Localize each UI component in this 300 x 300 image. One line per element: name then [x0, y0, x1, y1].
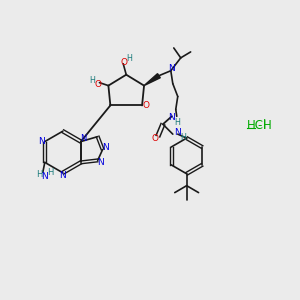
Text: N: N	[168, 64, 175, 73]
Text: H: H	[174, 118, 180, 127]
Text: O: O	[95, 80, 102, 89]
Text: H: H	[48, 168, 54, 177]
Text: N: N	[97, 158, 104, 167]
Text: N: N	[59, 171, 66, 180]
Text: HCl: HCl	[247, 119, 268, 132]
Text: O: O	[121, 58, 128, 67]
Text: N: N	[41, 172, 48, 181]
Text: H: H	[90, 76, 95, 85]
Text: O: O	[142, 101, 149, 110]
Text: H: H	[36, 170, 42, 179]
Text: H: H	[126, 54, 132, 63]
Text: N: N	[80, 134, 86, 143]
Text: H: H	[181, 133, 187, 142]
Polygon shape	[144, 74, 160, 86]
Text: -: -	[257, 119, 261, 132]
Text: O: O	[152, 134, 158, 142]
Text: N: N	[102, 143, 109, 152]
Text: N: N	[38, 137, 45, 146]
Text: H: H	[263, 119, 272, 132]
Text: N: N	[174, 128, 181, 137]
Text: N: N	[168, 113, 175, 122]
